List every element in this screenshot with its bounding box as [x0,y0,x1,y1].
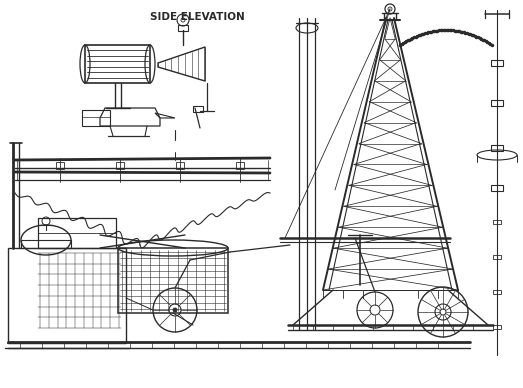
Bar [116,162,124,169]
Bar [193,106,203,112]
Bar [176,162,184,169]
Bar [491,145,503,151]
Bar [178,25,188,31]
Bar [236,162,244,169]
Bar [85,45,150,83]
Circle shape [173,308,177,312]
Bar [493,220,501,224]
Text: SIDE ELEVATION: SIDE ELEVATION [150,12,244,22]
Bar [493,255,501,259]
Bar [493,290,501,294]
Bar [56,162,64,169]
Bar [118,248,228,313]
Bar [491,100,503,106]
Bar [82,110,110,126]
Bar [21,240,71,248]
Bar [38,218,116,248]
Bar [491,185,503,191]
Bar [493,325,501,329]
Bar [491,60,503,66]
Bar [8,248,126,343]
